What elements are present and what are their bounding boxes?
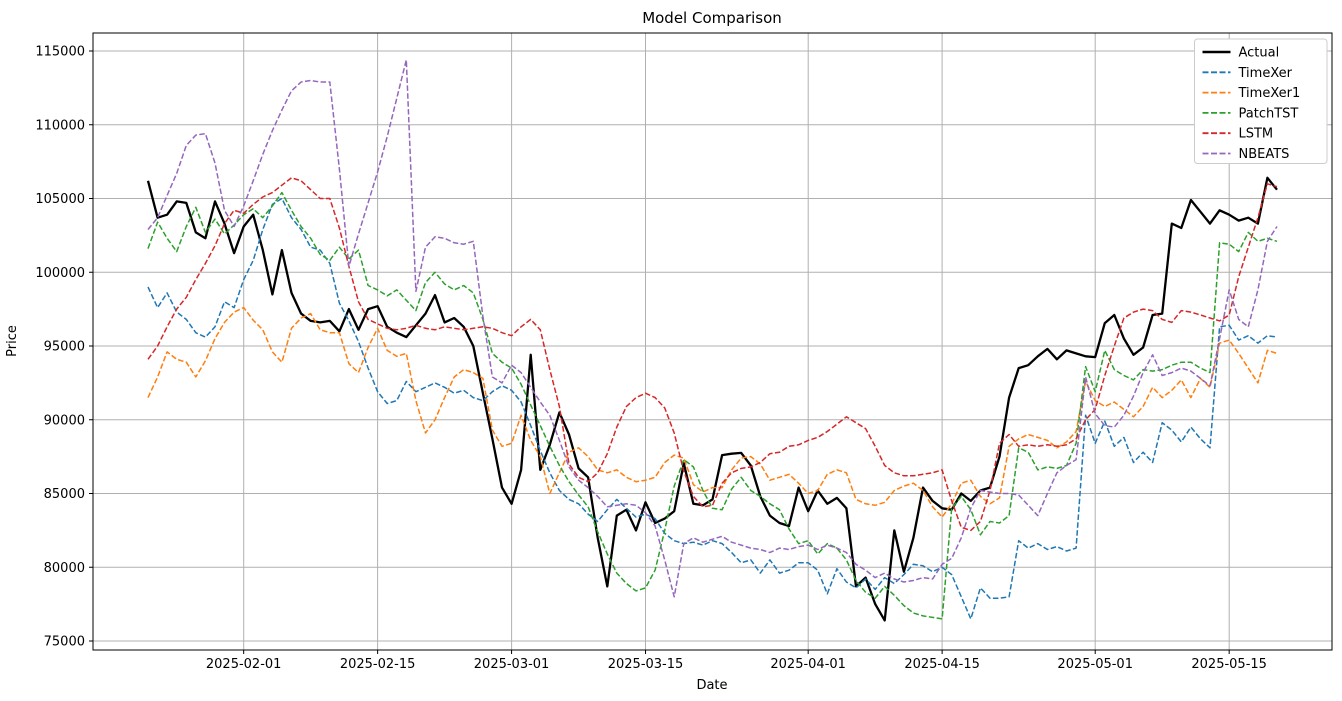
series-line-lstm	[147, 177, 1278, 532]
y-tick-label: 115000	[35, 45, 85, 60]
legend-label-timexer: TimeXer	[1238, 66, 1293, 81]
x-tick-label: 2025-04-01	[770, 657, 846, 672]
axis-ticks	[89, 50, 1230, 654]
y-tick-label: 90000	[44, 413, 85, 428]
x-tick-label: 2025-05-15	[1191, 657, 1267, 672]
series-line-timexer1	[147, 306, 1278, 518]
legend-box	[1194, 38, 1328, 164]
y-tick-label: 95000	[44, 340, 85, 355]
series-line-actual	[146, 176, 1278, 622]
y-tick-label: 100000	[35, 266, 85, 281]
x-tick-label: 2025-02-01	[206, 657, 282, 672]
x-tick-label: 2025-04-15	[904, 657, 980, 672]
y-axis-label: Price	[5, 325, 20, 357]
plot-border	[92, 32, 1333, 651]
x-tick-label: 2025-03-01	[474, 657, 550, 672]
chart-title: Model Comparison	[642, 9, 782, 27]
legend-label-actual: Actual	[1239, 46, 1280, 61]
axes-frame	[92, 32, 1333, 651]
series-line-patchtst	[147, 191, 1278, 620]
y-tick-label: 85000	[44, 487, 85, 502]
series-line-nbeats	[147, 59, 1278, 598]
gridlines	[93, 33, 1332, 650]
y-tick-label: 110000	[35, 118, 85, 133]
series-line-timexer	[147, 197, 1278, 620]
y-tick-label: 105000	[35, 192, 85, 207]
legend-label-nbeats: NBEATS	[1239, 147, 1290, 162]
series-lines	[146, 59, 1278, 622]
y-tick-label: 75000	[44, 635, 85, 650]
x-tick-label: 2025-03-15	[608, 657, 684, 672]
legend-label-lstm: LSTM	[1239, 127, 1274, 142]
axis-tick-labels: 2025-02-01 2025-02-15 2025-03-01 2025-03-15…	[35, 45, 1267, 673]
y-tick-label: 80000	[44, 561, 85, 576]
legend-label-timexer1: TimeXer1	[1238, 86, 1301, 101]
legend: Actual TimeXer TimeXer1 PatchTST LSTM NBEATS	[1194, 38, 1328, 164]
legend-label-patchtst: PatchTST	[1239, 106, 1299, 121]
x-tick-label: 2025-05-01	[1057, 657, 1133, 672]
x-tick-label: 2025-02-15	[340, 657, 416, 672]
x-axis-label: Date	[696, 678, 727, 693]
